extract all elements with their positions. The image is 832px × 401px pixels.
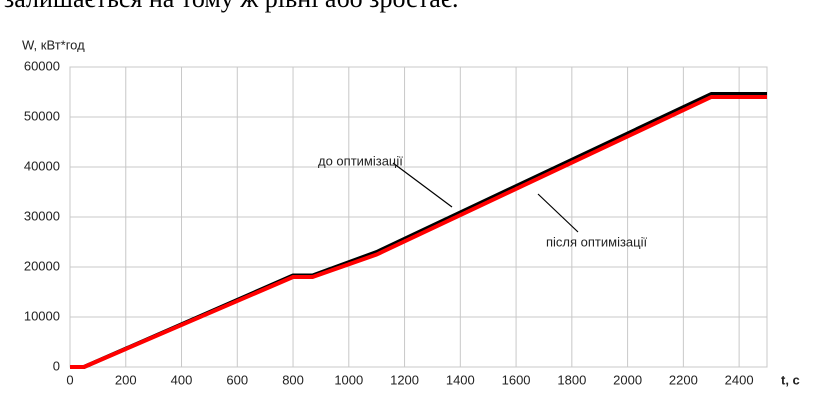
page-text: залишається на тому ж рівні або зростає. <box>4 0 459 14</box>
x-tick-label: 1800 <box>557 372 586 387</box>
x-tick-label: 1000 <box>334 372 363 387</box>
series-annotation: до оптимізації <box>318 153 403 168</box>
leader-line <box>392 162 453 208</box>
y-tick-label: 0 <box>53 358 60 373</box>
series-line <box>70 95 767 369</box>
x-tick-label: 600 <box>226 372 248 387</box>
y-tick-label: 20000 <box>24 258 60 273</box>
y-tick-label: 10000 <box>24 308 60 323</box>
plot-frame <box>69 66 768 368</box>
y-tick-label: 40000 <box>24 158 60 173</box>
series-annotation: після оптимізації <box>546 234 648 249</box>
y-axis-label: W, кВт*год <box>22 37 85 52</box>
x-tick-label: 800 <box>282 372 304 387</box>
x-tick-label: 1200 <box>390 372 419 387</box>
x-tick-label: 1400 <box>446 372 475 387</box>
y-tick-label: 30000 <box>24 208 60 223</box>
x-tick-label: 2000 <box>613 372 642 387</box>
y-tick-label: 50000 <box>24 108 60 123</box>
x-tick-label: 2200 <box>669 372 698 387</box>
x-tick-label: 1600 <box>502 372 531 387</box>
y-tick-label: 60000 <box>24 58 60 73</box>
x-tick-label: 0 <box>66 372 73 387</box>
x-tick-label: 200 <box>115 372 137 387</box>
x-tick-label: 2400 <box>725 372 754 387</box>
x-tick-label: 400 <box>171 372 193 387</box>
x-axis-label: t, с <box>781 372 800 387</box>
leader-line <box>537 193 579 233</box>
